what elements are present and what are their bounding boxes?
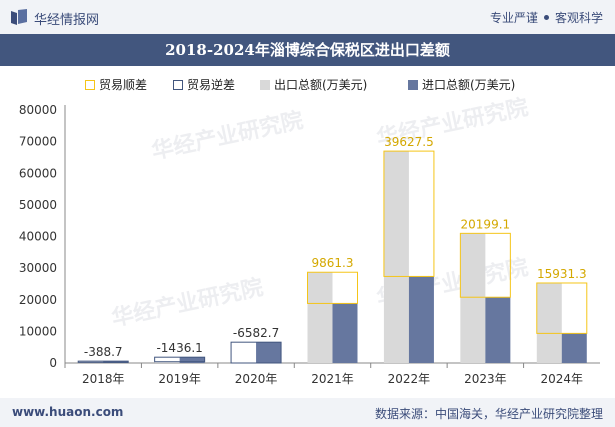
top-bar: 华经情报网 专业严谨 客观科学 [0, 0, 615, 34]
chart-title: 2018-2024年淄博综合保税区进出口差额 [165, 41, 450, 59]
y-tick-label: 60000 [19, 166, 57, 180]
huajing-logo-icon [11, 9, 27, 25]
legend-swatch-surplus [85, 79, 95, 90]
import-bar [256, 342, 282, 363]
title-bar: 2018-2024年淄博综合保税区进出口差额 [0, 34, 615, 66]
x-tick-label: 2023年 [464, 372, 507, 386]
deficit-outline-bar [154, 356, 206, 363]
surplus-outline-bar [307, 271, 358, 304]
import-bar [561, 333, 587, 363]
tagline-2: 客观科学 [554, 11, 603, 25]
y-tick-label: 10000 [19, 324, 57, 338]
brand-name: 华经情报网 [34, 13, 100, 28]
import-bar [408, 276, 434, 363]
surplus-outline-bar [459, 232, 511, 298]
legend-item-surplus: 贸易顺差 [85, 76, 147, 93]
dot-separator [543, 15, 549, 20]
legend-swatch-import [408, 79, 418, 90]
export-bar [460, 233, 486, 363]
legend-label-deficit: 贸易逆差 [187, 78, 236, 92]
site-url[interactable]: www.huaon.com [12, 405, 124, 419]
y-tick-label: 70000 [19, 135, 57, 149]
legend-swatch-deficit [173, 79, 183, 90]
y-tick-label: 50000 [19, 198, 57, 212]
export-bar [383, 151, 409, 363]
bottom-bar: www.huaon.com 数据来源：中国海关，华经产业研究院整理 [0, 398, 615, 427]
x-tick-label: 2024年 [541, 372, 584, 386]
deficit-outline-bar [77, 360, 129, 363]
x-tick-label: 2019年 [158, 372, 201, 386]
export-bar [307, 272, 333, 363]
balance-data-label: 15931.3 [537, 267, 587, 281]
legend-swatch-export [260, 79, 270, 90]
import-bar [332, 303, 358, 363]
surplus-outline-bar [536, 282, 588, 334]
y-tick-label: 30000 [19, 261, 57, 275]
balance-data-label: 20199.1 [461, 217, 511, 231]
surplus-outline-bar [383, 150, 435, 277]
deficit-outline-bar [230, 341, 282, 364]
y-tick-label: 40000 [19, 230, 57, 244]
x-tick-label: 2020年 [235, 372, 278, 386]
y-tick-label: 20000 [19, 293, 57, 307]
y-tick-label: 0 [49, 356, 57, 370]
balance-data-label: 9861.3 [312, 256, 354, 270]
chart-plot: 0 10000 20000 30000 40000 50000 60000 70000 8000… [19, 103, 600, 386]
export-bar [536, 282, 562, 363]
tagline-1: 专业严谨 [489, 11, 538, 25]
export-bar [154, 361, 180, 363]
balance-data-label: -1436.1 [156, 341, 202, 355]
x-tick-label: 2018年 [82, 372, 125, 386]
x-tick-label: 2021年 [311, 372, 354, 386]
x-tick-label: 2022年 [388, 372, 431, 386]
balance-data-label: 39627.5 [384, 135, 434, 149]
import-bar [485, 297, 511, 363]
y-tick-label: 80000 [19, 103, 57, 117]
legend-label-import: 进口总额(万美元) [422, 78, 516, 92]
balance-data-label: -6582.7 [233, 326, 279, 340]
balance-data-label: -388.7 [84, 345, 123, 359]
legend-label-surplus: 贸易顺差 [99, 78, 148, 92]
data-source: 数据来源：中国海关，华经产业研究院整理 [374, 407, 603, 421]
tagline: 专业严谨 客观科学 [490, 9, 603, 26]
import-bar [179, 357, 205, 363]
legend-label-export: 出口总额(万美元) [274, 78, 368, 92]
legend-item-import: 进口总额(万美元) [408, 76, 515, 93]
legend-item-deficit: 贸易逆差 [173, 76, 235, 93]
legend-item-export: 出口总额(万美元) [260, 76, 367, 93]
legend: 贸易顺差 贸易逆差 出口总额(万美元) 进口总额(万美元) [0, 74, 615, 94]
